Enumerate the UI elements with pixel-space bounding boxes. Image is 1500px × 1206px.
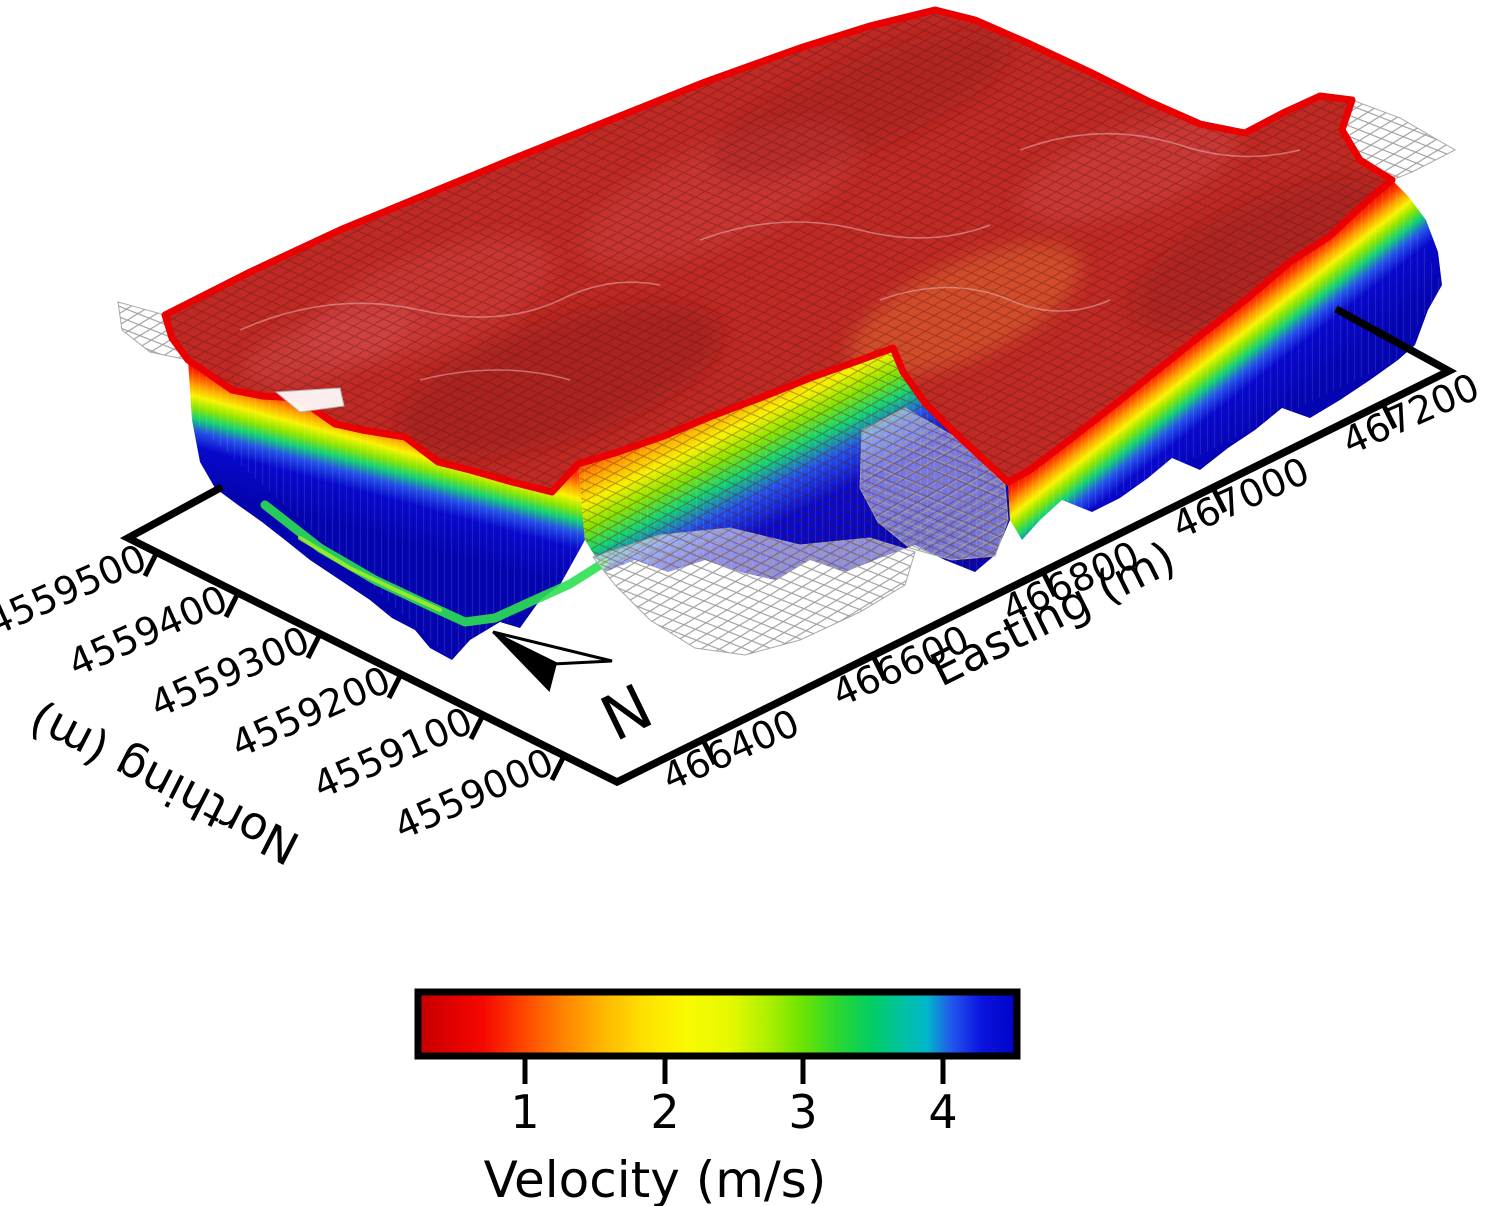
colorbar-title: Velocity (m/s) xyxy=(484,1151,827,1206)
surface-hole-patch xyxy=(274,387,345,413)
easting-ticks xyxy=(700,402,1398,766)
axis-frame xyxy=(119,305,1458,787)
easting-tick xyxy=(870,654,888,682)
easting-tick xyxy=(700,738,718,766)
colorbar-tick-label: 4 xyxy=(928,1085,957,1139)
northing-tick xyxy=(386,672,404,700)
northing-tick xyxy=(468,713,486,741)
north-arrow-black-fin xyxy=(492,631,558,692)
surface-contour-lines xyxy=(239,132,1301,381)
colorbar-ticks xyxy=(522,1059,946,1084)
wireframe-patch-top-right-mesh xyxy=(1342,100,1455,180)
easting-tick-label: 466400 xyxy=(656,701,806,800)
colorbar-tick-label: 1 xyxy=(510,1085,539,1139)
green-velocity-lens xyxy=(260,500,610,627)
north-arrow-label: N xyxy=(590,670,664,756)
easting-tick xyxy=(1210,486,1228,514)
colorbar: 1 2 3 4 Velocity (m/s) xyxy=(414,988,1021,1206)
northing-tick xyxy=(223,591,241,619)
northing-ticks xyxy=(142,550,567,782)
colorbar-tick-labels: 1 2 3 4 xyxy=(510,1085,957,1139)
north-arrow: N xyxy=(492,630,664,756)
wireframe-patch-left-mesh xyxy=(118,302,188,360)
northing-tick xyxy=(549,754,567,782)
easting-tick xyxy=(1380,402,1398,430)
colorbar-tick-label: 2 xyxy=(650,1085,679,1139)
surface-rim xyxy=(161,6,1396,496)
easting-tick xyxy=(1040,570,1058,598)
green-velocity-lens-core xyxy=(298,536,442,612)
colorbar-gradient xyxy=(414,988,1021,1060)
northing-tick xyxy=(305,632,323,660)
colorbar-tick-label: 3 xyxy=(788,1085,817,1139)
northing-tick xyxy=(142,550,160,578)
